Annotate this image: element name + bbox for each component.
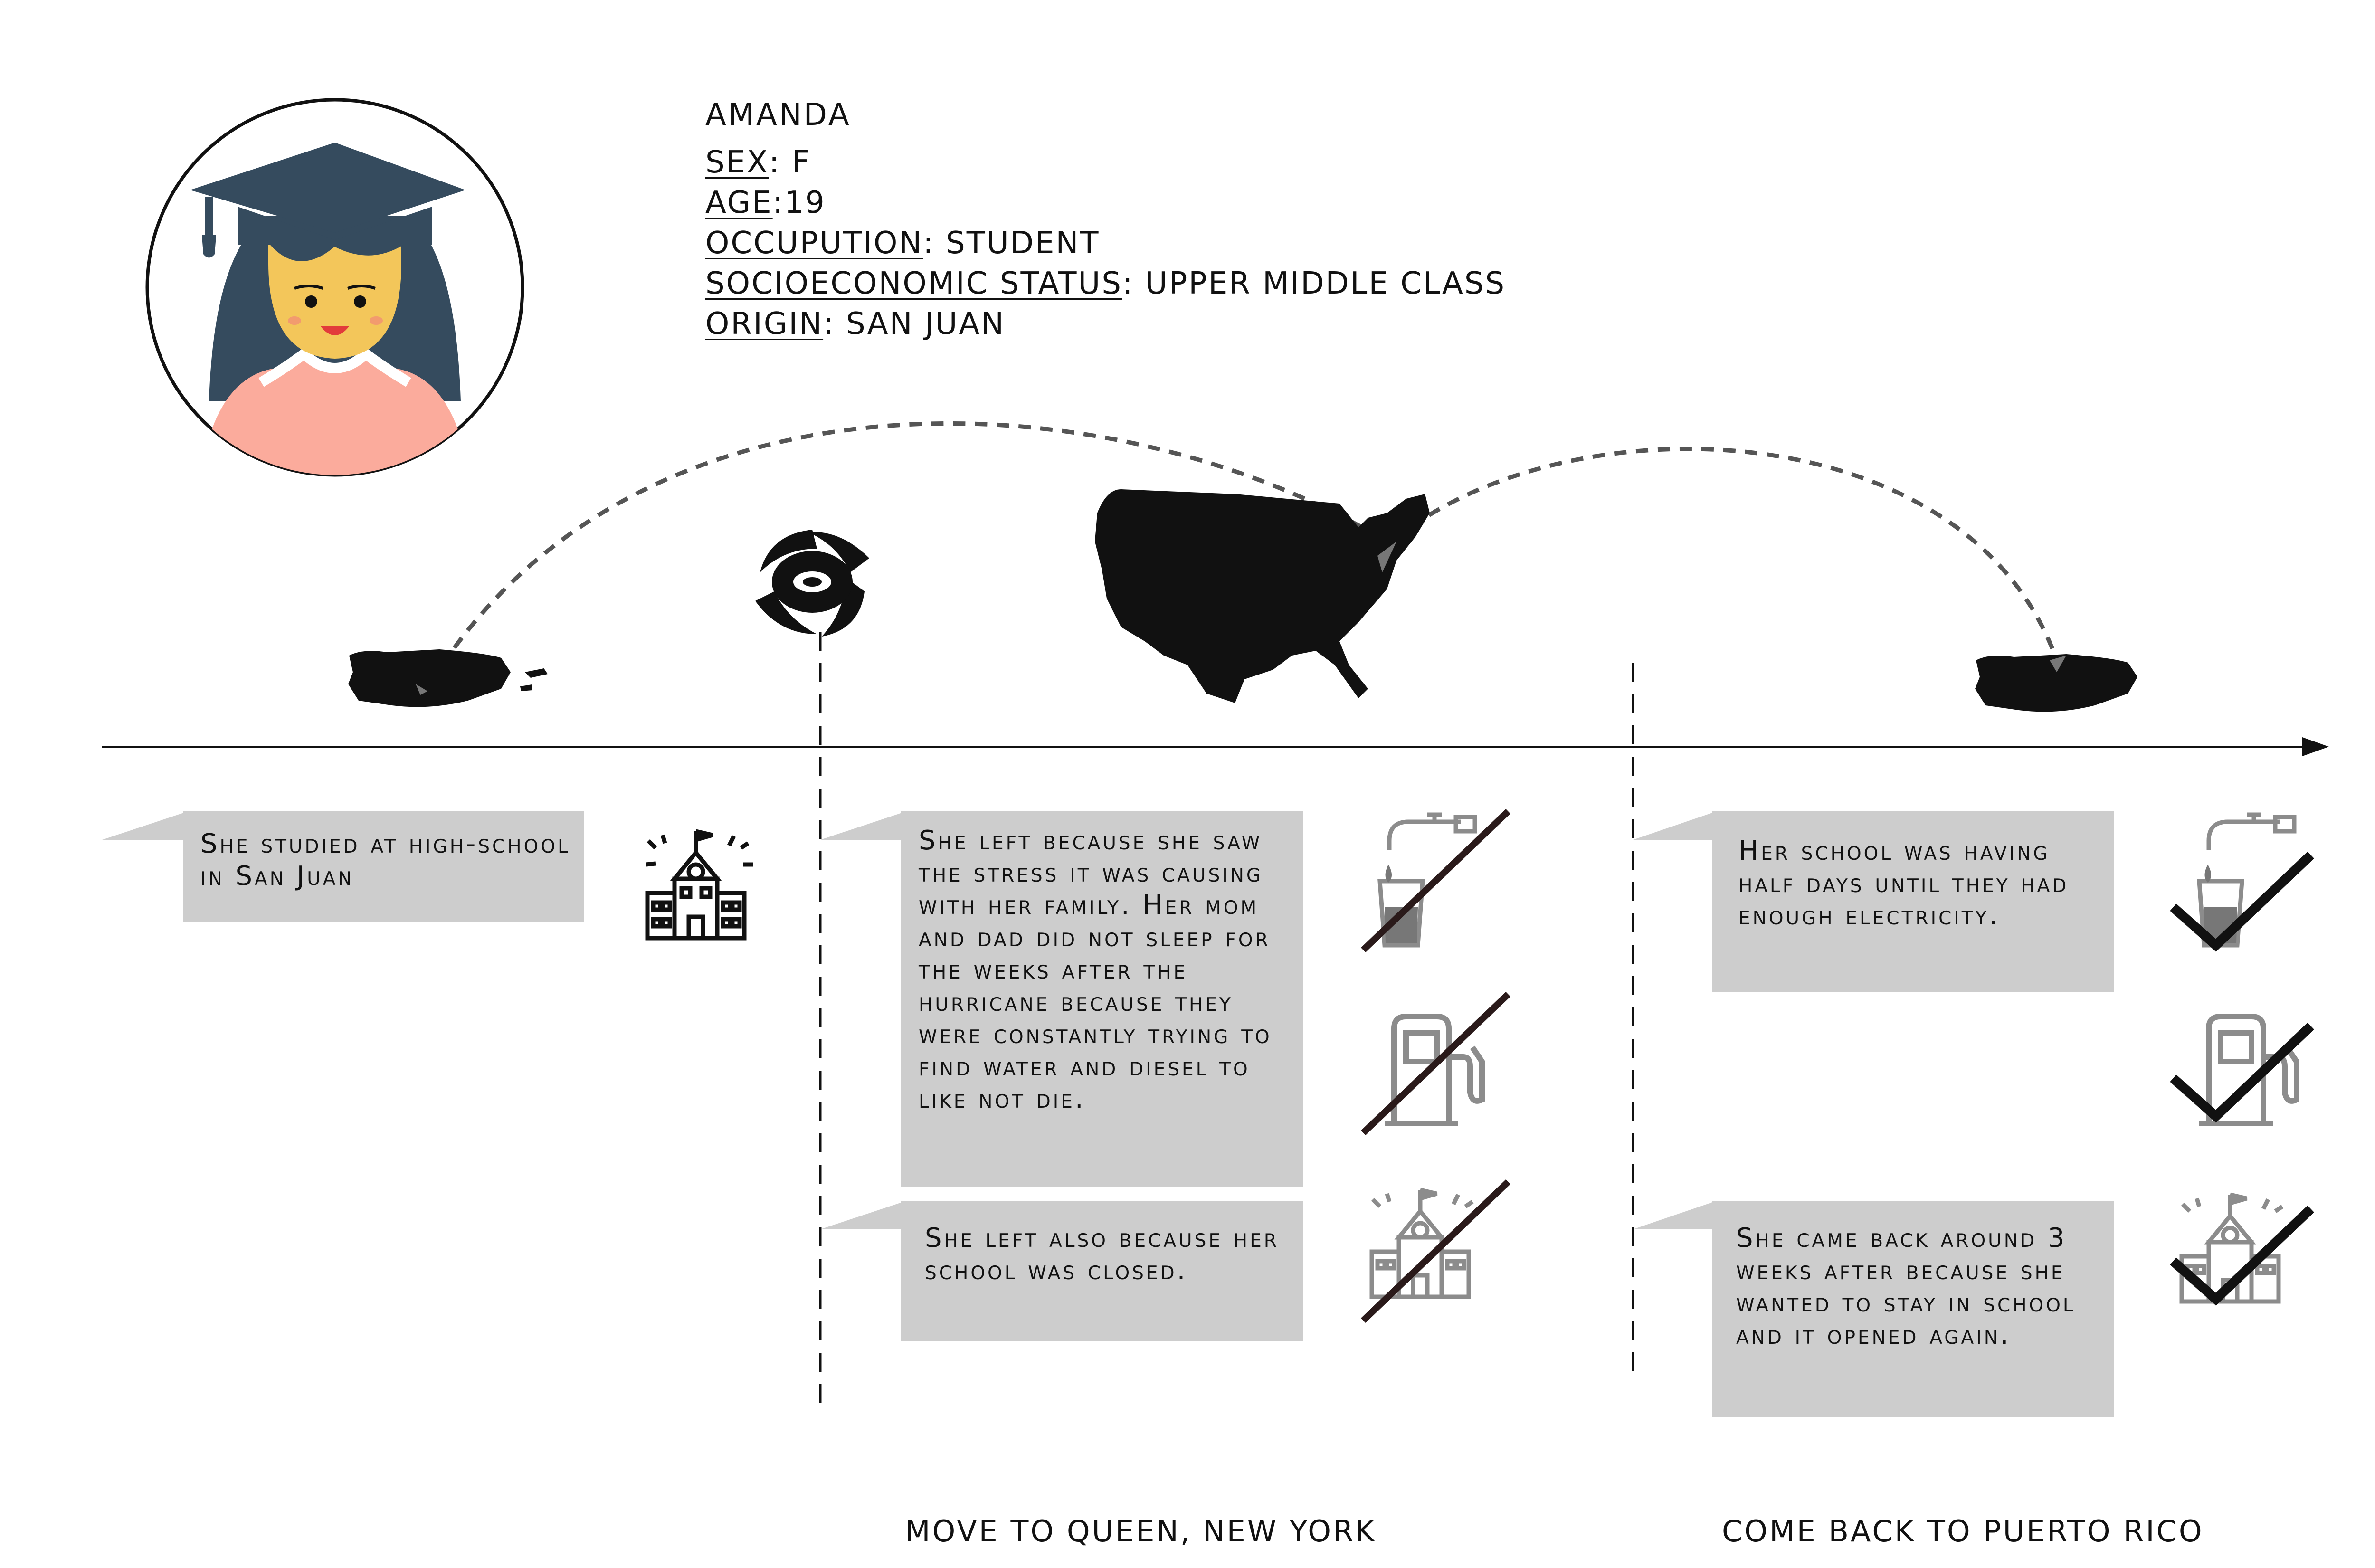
field-key: OCCUPUTION: [705, 226, 923, 261]
profile-field-sex: SEX: F: [705, 145, 811, 180]
puerto-rico-map-icon: [348, 649, 548, 707]
field-key: SOCIOECONOMIC STATUS: [705, 266, 1122, 301]
fuel-pump-icon: [1385, 1014, 1485, 1126]
migration-arc-to-new-york: [428, 421, 1403, 685]
school-icon: [2179, 1192, 2284, 1304]
note-text: She left also because her school was clo…: [925, 1223, 1279, 1286]
profile-field-origin: ORIGIN: SAN JUAN: [705, 306, 1005, 342]
field-value: UPPER MIDDLE CLASS: [1145, 266, 1506, 301]
speech-bubble-tail: [102, 812, 185, 840]
school-icon: [1369, 1188, 1474, 1299]
graduate-avatar-icon: [145, 98, 524, 477]
field-value: STUDENT: [946, 226, 1100, 261]
caption-move-to-new-york: MOVE TO QUEEN, NEW YORK: [905, 1514, 1377, 1549]
field-key: AGE: [705, 185, 773, 220]
note-bubble-studied: She studied at high-school in San Juan: [183, 811, 584, 922]
note-bubble-left-reason: She left because she saw the stress it w…: [901, 811, 1303, 1187]
note-text: She came back around 3 weeks after becau…: [1736, 1223, 2076, 1350]
profile-field-occupation: OCCUPUTION: STUDENT: [705, 226, 1100, 261]
strike-through-icon: [1361, 808, 1510, 953]
profile-field-socioeconomic-status: SOCIOECONOMIC STATUS: UPPER MIDDLE CLASS: [705, 266, 1506, 301]
field-separator: :: [1122, 266, 1145, 301]
migration-arc-to-puerto-rico: [1409, 447, 2059, 661]
field-separator: :: [772, 185, 785, 220]
check-mark-icon: [2170, 1022, 2314, 1123]
field-value: F: [791, 145, 811, 180]
field-separator: :: [823, 306, 846, 342]
profile-field-age: AGE:19: [705, 185, 826, 220]
field-separator: :: [769, 145, 792, 180]
note-text: She studied at high-school in San Juan: [200, 828, 570, 892]
puerto-rico-map-icon: [1975, 654, 2138, 712]
caption-come-back-to-puerto-rico: COME BACK TO PUERTO RICO: [1722, 1514, 2204, 1549]
speech-bubble-tail: [1633, 812, 1714, 840]
field-key: ORIGIN: [705, 306, 824, 342]
field-key: SEX: [705, 145, 769, 180]
profile-name: AMANDA: [705, 97, 851, 133]
water-tap-icon: [1378, 812, 1477, 948]
strike-through-icon: [1361, 1179, 1510, 1323]
school-icon: [645, 829, 753, 941]
speech-bubble-tail: [820, 1202, 903, 1229]
note-bubble-came-back: She came back around 3 weeks after becau…: [1712, 1201, 2114, 1417]
note-bubble-half-days: Her school was having half days until th…: [1712, 811, 2114, 992]
field-value: 19: [784, 185, 826, 220]
note-bubble-left-school: She left also because her school was clo…: [901, 1201, 1303, 1341]
hurricane-icon: [755, 530, 869, 637]
field-value: SAN JUAN: [846, 306, 1006, 342]
strike-through-icon: [1361, 991, 1510, 1136]
speech-bubble-tail: [1633, 1202, 1714, 1229]
field-separator: :: [923, 226, 946, 261]
check-mark-icon: [2170, 851, 2314, 952]
note-text: She left because she saw the stress it w…: [919, 825, 1272, 1114]
note-text: Her school was having half days until th…: [1738, 836, 2069, 931]
check-mark-icon: [2170, 1205, 2314, 1306]
usa-map-icon: [1095, 489, 1430, 703]
speech-bubble-tail: [820, 812, 903, 840]
